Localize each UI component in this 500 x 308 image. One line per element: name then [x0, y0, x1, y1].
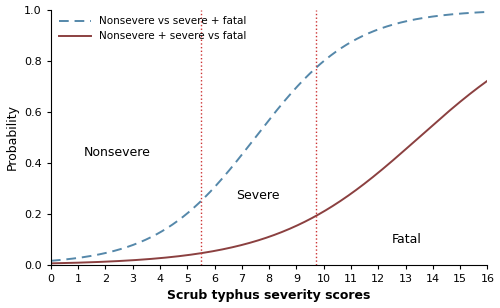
Nonsevere + severe vs fatal: [484, 79, 490, 83]
Nonsevere vs severe + fatal: [284, 96, 290, 100]
Line: Nonsevere + severe vs fatal: Nonsevere + severe vs fatal: [51, 81, 488, 263]
Nonsevere vs severe + fatal: [474, 10, 480, 14]
Nonsevere vs severe + fatal: [255, 132, 261, 136]
Nonsevere + severe vs fatal: [474, 87, 480, 90]
Nonsevere + severe vs fatal: [284, 228, 290, 232]
Line: Nonsevere vs severe + fatal: Nonsevere vs severe + fatal: [51, 12, 488, 261]
Nonsevere vs severe + fatal: [48, 259, 54, 263]
Nonsevere + severe vs fatal: [255, 238, 261, 242]
Nonsevere + severe vs fatal: [48, 261, 54, 265]
Text: Nonsevere: Nonsevere: [84, 146, 150, 159]
X-axis label: Scrub typhus severity scores: Scrub typhus severity scores: [168, 290, 371, 302]
Nonsevere vs severe + fatal: [258, 128, 264, 132]
Nonsevere vs severe + fatal: [484, 10, 490, 14]
Nonsevere vs severe + fatal: [308, 71, 314, 75]
Nonsevere + severe vs fatal: [308, 217, 314, 221]
Legend: Nonsevere vs severe + fatal, Nonsevere + severe vs fatal: Nonsevere vs severe + fatal, Nonsevere +…: [56, 12, 250, 46]
Y-axis label: Probability: Probability: [6, 104, 18, 170]
Nonsevere + severe vs fatal: [406, 145, 411, 148]
Text: Severe: Severe: [236, 189, 280, 202]
Text: Fatal: Fatal: [392, 233, 422, 246]
Nonsevere + severe vs fatal: [258, 238, 264, 241]
Nonsevere vs severe + fatal: [406, 19, 411, 22]
